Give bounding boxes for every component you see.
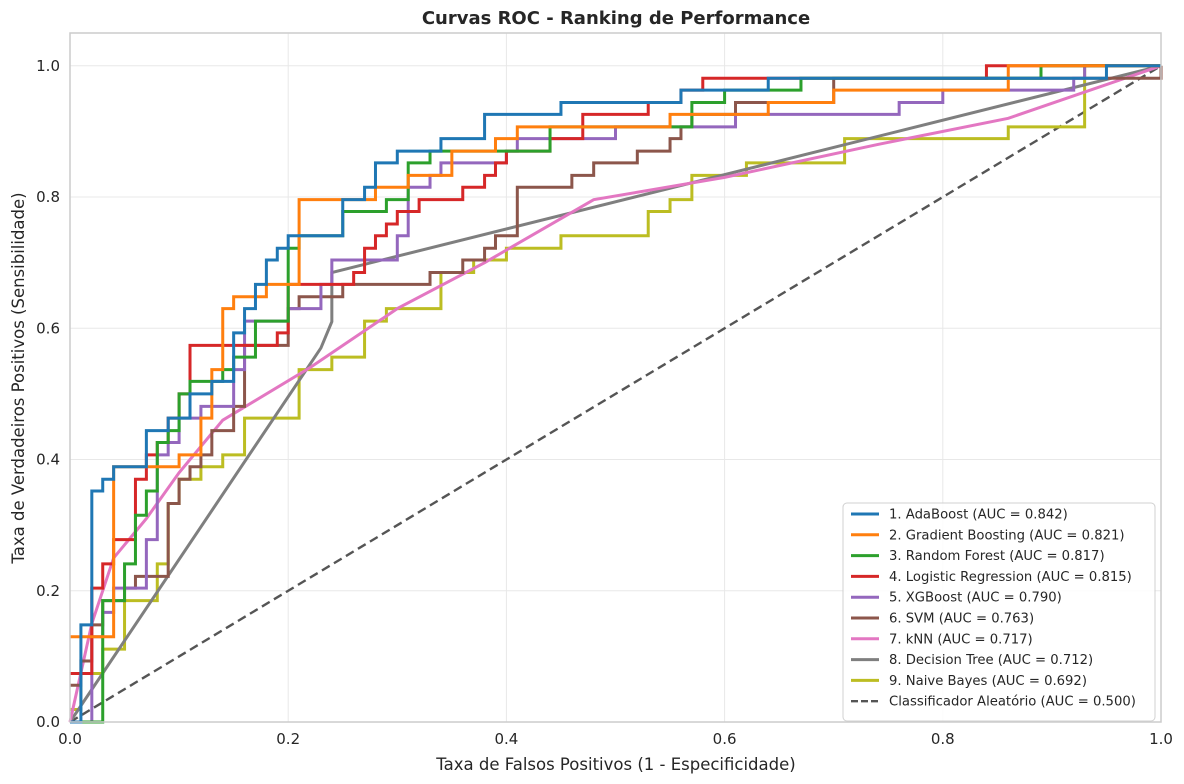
y-tick-label: 0.8 <box>36 188 60 206</box>
series-line-7 <box>68 64 1162 723</box>
legend-label: 3. Random Forest (AUC = 0.817) <box>889 549 1105 564</box>
legend-label: 5. XGBoost (AUC = 0.790) <box>889 591 1062 606</box>
legend-label: 1. AdaBoost (AUC = 0.842) <box>889 508 1068 523</box>
y-tick-label: 0.6 <box>36 319 60 337</box>
y-tick-label: 1.0 <box>36 57 60 75</box>
x-tick-label: 0.0 <box>58 730 82 748</box>
legend-label: 4. Logistic Regression (AUC = 0.815) <box>889 570 1132 585</box>
legend-label: 8. Decision Tree (AUC = 0.712) <box>889 653 1093 668</box>
y-tick-label: 0.0 <box>36 713 60 731</box>
y-tick-label: 0.4 <box>36 451 60 469</box>
series-line-1 <box>70 64 1161 724</box>
series-line-4 <box>70 64 1161 675</box>
series-layer <box>68 64 1163 724</box>
legend-label: 9. Naive Bayes (AUC = 0.692) <box>889 674 1087 689</box>
y-tick-label: 0.2 <box>36 582 60 600</box>
legend-label: 7. kNN (AUC = 0.717) <box>889 632 1033 647</box>
legend-box <box>842 502 1156 722</box>
plot-frame <box>69 32 1162 723</box>
x-tick-label: 0.2 <box>276 730 300 748</box>
chart-title: Curvas ROC - Ranking de Performance <box>422 8 810 29</box>
y-tick-labels: 0.0 0.2 0.4 0.6 0.8 1.0 <box>36 57 60 731</box>
series-line-8 <box>68 64 1162 723</box>
legend: 1. AdaBoost (AUC = 0.842) 2. Gradient Boo… <box>842 502 1156 722</box>
x-tick-label: 1.0 <box>1149 730 1173 748</box>
legend-label: 6. SVM (AUC = 0.763) <box>889 612 1034 627</box>
series-line-2 <box>70 64 1161 639</box>
legend-label: 2. Gradient Boosting (AUC = 0.821) <box>889 528 1125 543</box>
y-axis-label: Taxa de Verdadeiros Positivos (Sensibili… <box>9 192 28 564</box>
x-tick-labels: 0.0 0.2 0.4 0.6 0.8 1.0 <box>58 730 1173 748</box>
x-tick-label: 0.4 <box>494 730 518 748</box>
x-tick-label: 0.6 <box>713 730 737 748</box>
series-line-3 <box>70 64 1161 724</box>
series-line-10 <box>69 64 1162 724</box>
legend-label: Classificador Aleatório (AUC = 0.500) <box>889 694 1136 710</box>
x-axis-label: Taxa de Falsos Positivos (1 - Especifici… <box>435 755 795 774</box>
x-tick-label: 0.8 <box>931 730 955 748</box>
